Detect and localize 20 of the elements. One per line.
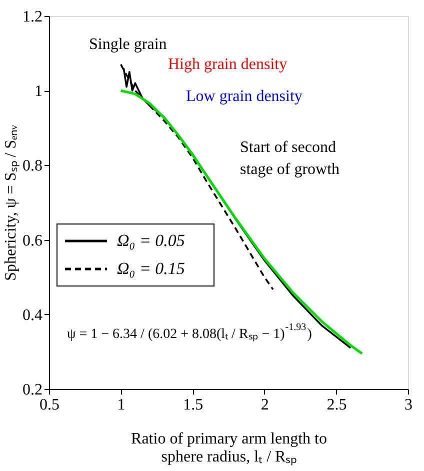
- y-tick-label: 1.2: [22, 8, 42, 26]
- y-tick-label: 0.4: [22, 306, 42, 324]
- annotation: Single grain: [89, 36, 167, 53]
- legend-label: Ω₀ = 0.15: [117, 259, 185, 278]
- y-tick-label: 0.6: [22, 232, 42, 250]
- legend-label: Ω₀ = 0.05: [117, 231, 185, 250]
- y-tick-label: 0.8: [22, 158, 42, 175]
- annotation: Start of second stage of growth: [240, 139, 340, 178]
- x-tick-label: 0.5: [40, 396, 60, 414]
- x-tick-label: 2: [260, 396, 269, 414]
- x-tick-label: 1: [117, 396, 126, 414]
- x-tick-label: 2.5: [326, 396, 347, 414]
- y-tick-label: 0.2: [22, 382, 42, 398]
- x-tick-label: 3: [404, 396, 412, 414]
- annotation: High grain density: [168, 56, 288, 73]
- x-axis-title: Ratio of primary arm length to sphere radius, lₜ / Rₛₚ: [131, 430, 327, 466]
- annotation: Low grain density: [186, 88, 302, 105]
- y-tick-label: 1: [34, 83, 42, 100]
- x-tick-label: 1.5: [183, 396, 204, 414]
- y-axis-title: Sphericity, ψ = Sₛₚ / Sₑₙᵥ: [2, 124, 20, 281]
